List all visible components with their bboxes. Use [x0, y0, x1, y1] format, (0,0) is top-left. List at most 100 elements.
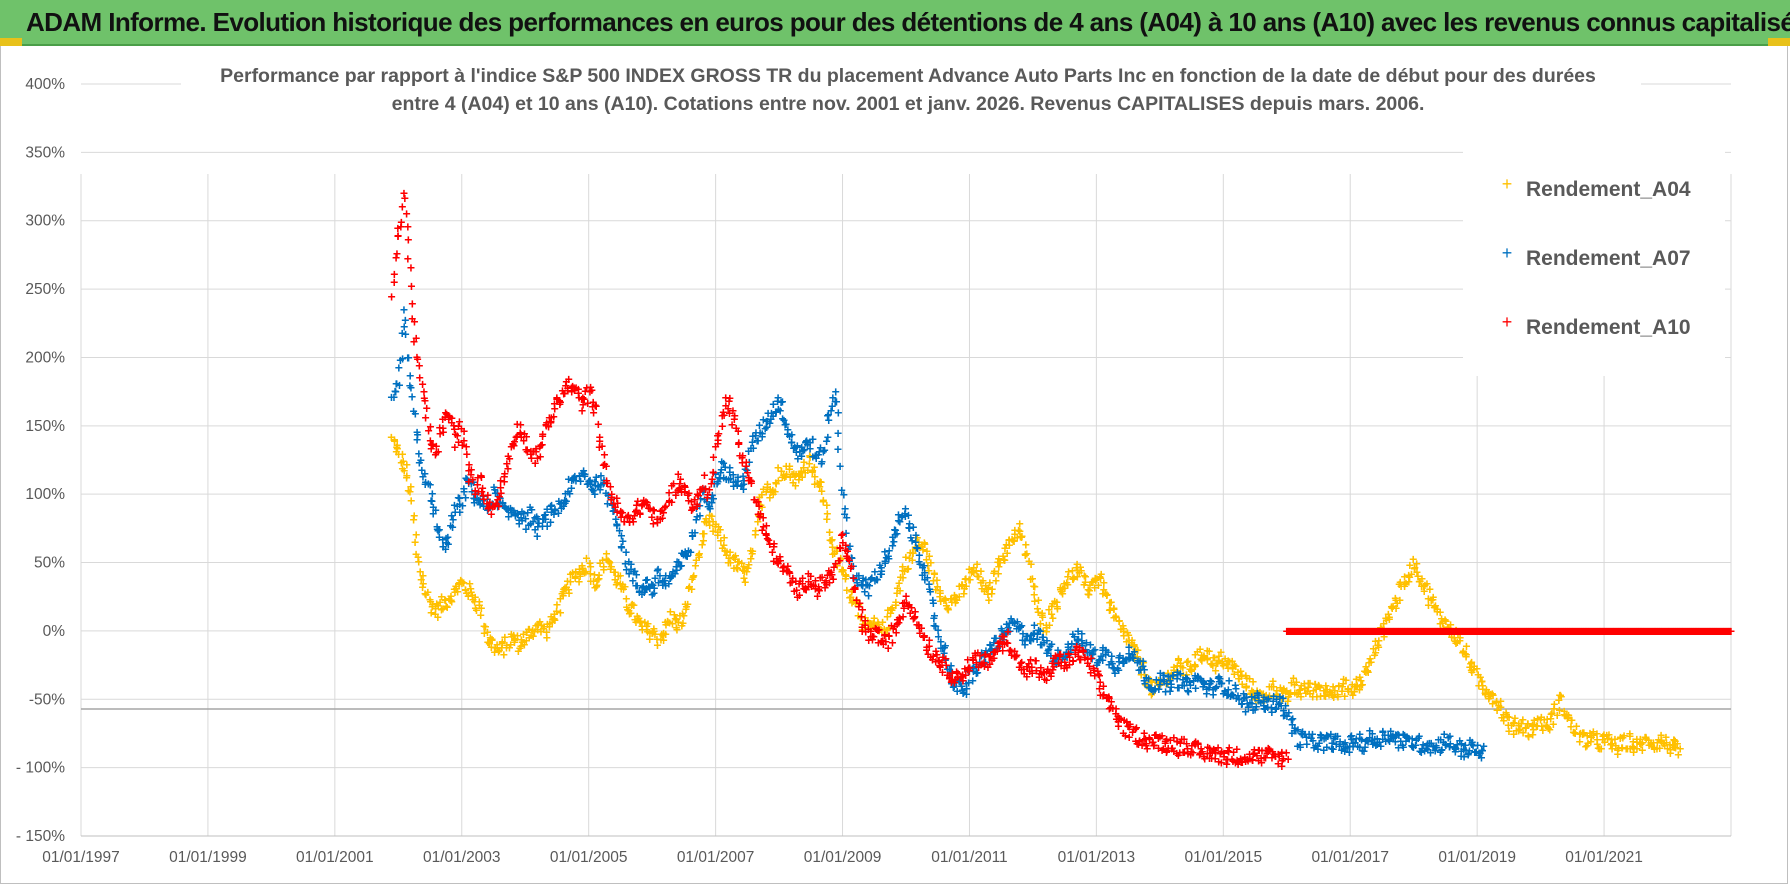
- data-point: +: [1145, 679, 1153, 695]
- data-point: +: [561, 495, 569, 511]
- data-point: +: [754, 514, 762, 530]
- data-point: +: [772, 403, 780, 419]
- data-point: +: [434, 443, 442, 459]
- data-point: +: [866, 620, 874, 636]
- data-point: +: [884, 602, 892, 618]
- data-point: +: [1207, 673, 1215, 689]
- data-point: +: [398, 350, 406, 366]
- data-point: +: [1049, 596, 1057, 612]
- data-point: +: [1238, 676, 1246, 692]
- data-point: +: [404, 483, 412, 499]
- data-point: +: [1085, 583, 1093, 599]
- data-point: +: [1423, 575, 1431, 591]
- data-point: +: [1262, 687, 1270, 703]
- data-point: +: [458, 574, 466, 590]
- data-point: +: [904, 560, 912, 576]
- data-point: +: [1208, 656, 1216, 672]
- data-point: +: [518, 634, 526, 650]
- data-point: +: [867, 571, 875, 587]
- data-point: +: [1173, 671, 1181, 687]
- data-point: +: [487, 639, 495, 655]
- data-point: +: [656, 567, 664, 583]
- data-point: +: [575, 561, 583, 577]
- data-point: +: [848, 594, 856, 610]
- data-point: +: [875, 622, 883, 638]
- data-point: +: [934, 628, 942, 644]
- data-point: +: [1084, 582, 1092, 598]
- data-point: +: [1008, 614, 1016, 630]
- data-point: +: [1401, 578, 1409, 594]
- data-point: +: [468, 483, 476, 499]
- data-point: +: [636, 613, 644, 629]
- data-point: +: [1055, 647, 1063, 663]
- data-point: +: [1509, 715, 1517, 731]
- data-point: +: [1290, 676, 1298, 692]
- data-point: +: [882, 549, 890, 565]
- data-point: +: [1618, 740, 1626, 756]
- data-point: +: [777, 394, 785, 410]
- data-point: +: [806, 449, 814, 465]
- data-point: +: [1142, 669, 1150, 685]
- data-point: +: [1448, 629, 1456, 645]
- data-point: +: [772, 404, 780, 420]
- data-point: +: [709, 514, 717, 530]
- data-point: +: [1373, 731, 1381, 747]
- y-tick-label: 50%: [34, 555, 65, 572]
- data-point: +: [797, 463, 805, 479]
- data-point: +: [471, 600, 479, 616]
- data-point: +: [1069, 626, 1077, 642]
- data-point: +: [1522, 719, 1530, 735]
- data-point: +: [740, 558, 748, 574]
- data-point: +: [876, 566, 884, 582]
- data-point: +: [1248, 689, 1256, 705]
- data-point: +: [1295, 682, 1303, 698]
- data-point: +: [547, 608, 555, 624]
- data-point: +: [484, 502, 492, 518]
- data-point: +: [688, 527, 696, 543]
- data-point: +: [1384, 606, 1392, 622]
- data-point: +: [454, 490, 462, 506]
- data-point: +: [1457, 743, 1465, 759]
- data-point: +: [1425, 735, 1433, 751]
- data-point: +: [1033, 626, 1041, 642]
- data-point: +: [1078, 636, 1086, 652]
- data-point: +: [499, 495, 507, 511]
- data-point: +: [589, 482, 597, 498]
- data-point: +: [1297, 726, 1305, 742]
- data-point: +: [916, 556, 924, 572]
- data-point: +: [1226, 654, 1234, 670]
- data-point: +: [676, 558, 684, 574]
- data-point: +: [1064, 568, 1072, 584]
- data-point: +: [1547, 711, 1555, 727]
- data-point: +: [563, 573, 571, 589]
- data-point: +: [1082, 634, 1090, 650]
- data-point: +: [1519, 725, 1527, 741]
- data-point: +: [1036, 615, 1044, 631]
- data-point: +: [1408, 738, 1416, 754]
- data-point: +: [413, 427, 421, 443]
- data-point: +: [1134, 642, 1142, 658]
- data-point: +: [881, 553, 889, 569]
- data-point: +: [1654, 732, 1662, 748]
- data-point: +: [520, 506, 528, 522]
- data-point: +: [745, 454, 753, 470]
- data-point: +: [1249, 702, 1257, 718]
- scatter-chart: 400%350%300%250%200%150%100%50%0%-50%- 1…: [16, 60, 1735, 866]
- data-point: +: [1002, 616, 1010, 632]
- data-point: +: [800, 454, 808, 470]
- data-point: +: [780, 467, 788, 483]
- data-point: +: [1170, 659, 1178, 675]
- data-point: +: [533, 508, 541, 524]
- data-point: +: [447, 592, 455, 608]
- data-point: +: [529, 628, 537, 644]
- data-point: +: [923, 569, 931, 585]
- data-point: +: [1096, 570, 1104, 586]
- data-point: +: [871, 572, 879, 588]
- data-point: +: [1524, 728, 1532, 744]
- data-point: +: [977, 644, 985, 660]
- data-point: +: [785, 461, 793, 477]
- data-point: +: [1001, 540, 1009, 556]
- data-point: +: [823, 506, 831, 522]
- data-point: +: [471, 589, 479, 605]
- data-point: +: [688, 524, 696, 540]
